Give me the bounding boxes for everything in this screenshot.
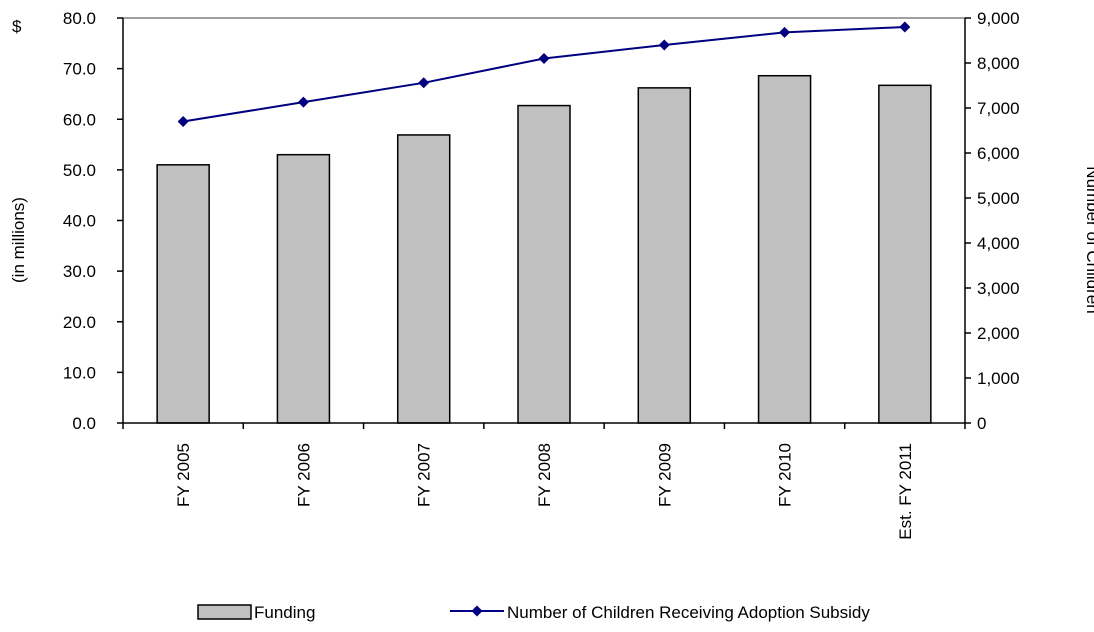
bar (517, 104, 571, 424)
x-tick-label: Est. FY 2011 (896, 443, 915, 540)
right-tick-label: 5,000 (977, 189, 1020, 208)
left-tick-label: 20.0 (63, 313, 96, 332)
x-tick-label: FY 2007 (415, 443, 434, 507)
right-tick-label: 6,000 (977, 144, 1020, 163)
left-tick-label: 60.0 (63, 110, 96, 129)
right-tick-label: 7,000 (977, 99, 1020, 118)
left-tick-label: 70.0 (63, 60, 96, 79)
left-tick-label: 80.0 (63, 9, 96, 28)
x-tick-label: FY 2005 (174, 443, 193, 507)
x-tick-label: FY 2010 (776, 443, 795, 507)
left-tick-label: 0.0 (72, 414, 96, 433)
legend-label-children: Number of Children Receiving Adoption Su… (507, 603, 870, 622)
right-axis: 0 1,000 2,000 3,000 4,000 5,000 6,000 7,000 8,00… (964, 9, 1020, 433)
bar (396, 134, 451, 424)
right-tick-label: 2,000 (977, 324, 1020, 343)
line-series (177, 21, 911, 127)
data-point (418, 77, 430, 89)
x-axis: FY 2005 FY 2006 FY 2007 FY 2008 FY 2009 FY 20… (122, 422, 966, 540)
bar (156, 164, 210, 424)
right-tick-label: 9,000 (977, 9, 1020, 28)
left-axis-unit: $ (12, 17, 22, 36)
x-tick-label: FY 2008 (535, 443, 554, 507)
right-tick-label: 8,000 (977, 54, 1020, 73)
left-tick-label: 30.0 (63, 262, 96, 281)
right-tick-label: 4,000 (977, 234, 1020, 253)
left-axis: 0.0 10.0 20.0 30.0 40.0 50.0 60.0 70.0 80.0 (63, 9, 124, 433)
legend-swatch-funding (197, 604, 252, 620)
legend-marker-diamond (471, 605, 483, 617)
data-point (538, 53, 550, 64)
legend: Funding Number of Children Receiving Ado… (197, 603, 870, 622)
x-tick-label: FY 2006 (294, 443, 313, 507)
bar (757, 74, 812, 424)
right-axis-title: Number of Children (1083, 166, 1094, 313)
right-tick-label: 1,000 (977, 369, 1020, 388)
right-tick-label: 3,000 (977, 279, 1020, 298)
left-tick-label: 10.0 (63, 363, 96, 382)
data-point (658, 39, 670, 51)
data-point (779, 26, 791, 38)
right-tick-label: 0 (977, 414, 986, 433)
bar (276, 153, 331, 424)
left-tick-label: 50.0 (63, 161, 96, 180)
data-point (177, 116, 189, 127)
bar (637, 87, 692, 424)
legend-label-funding: Funding (254, 603, 315, 622)
bar-series (156, 74, 932, 424)
data-point (899, 21, 911, 33)
data-point (297, 96, 309, 108)
left-axis-title: (in millions) (9, 197, 28, 283)
x-tick-label: FY 2009 (655, 443, 674, 507)
left-tick-label: 40.0 (63, 212, 96, 231)
bar (878, 84, 932, 424)
